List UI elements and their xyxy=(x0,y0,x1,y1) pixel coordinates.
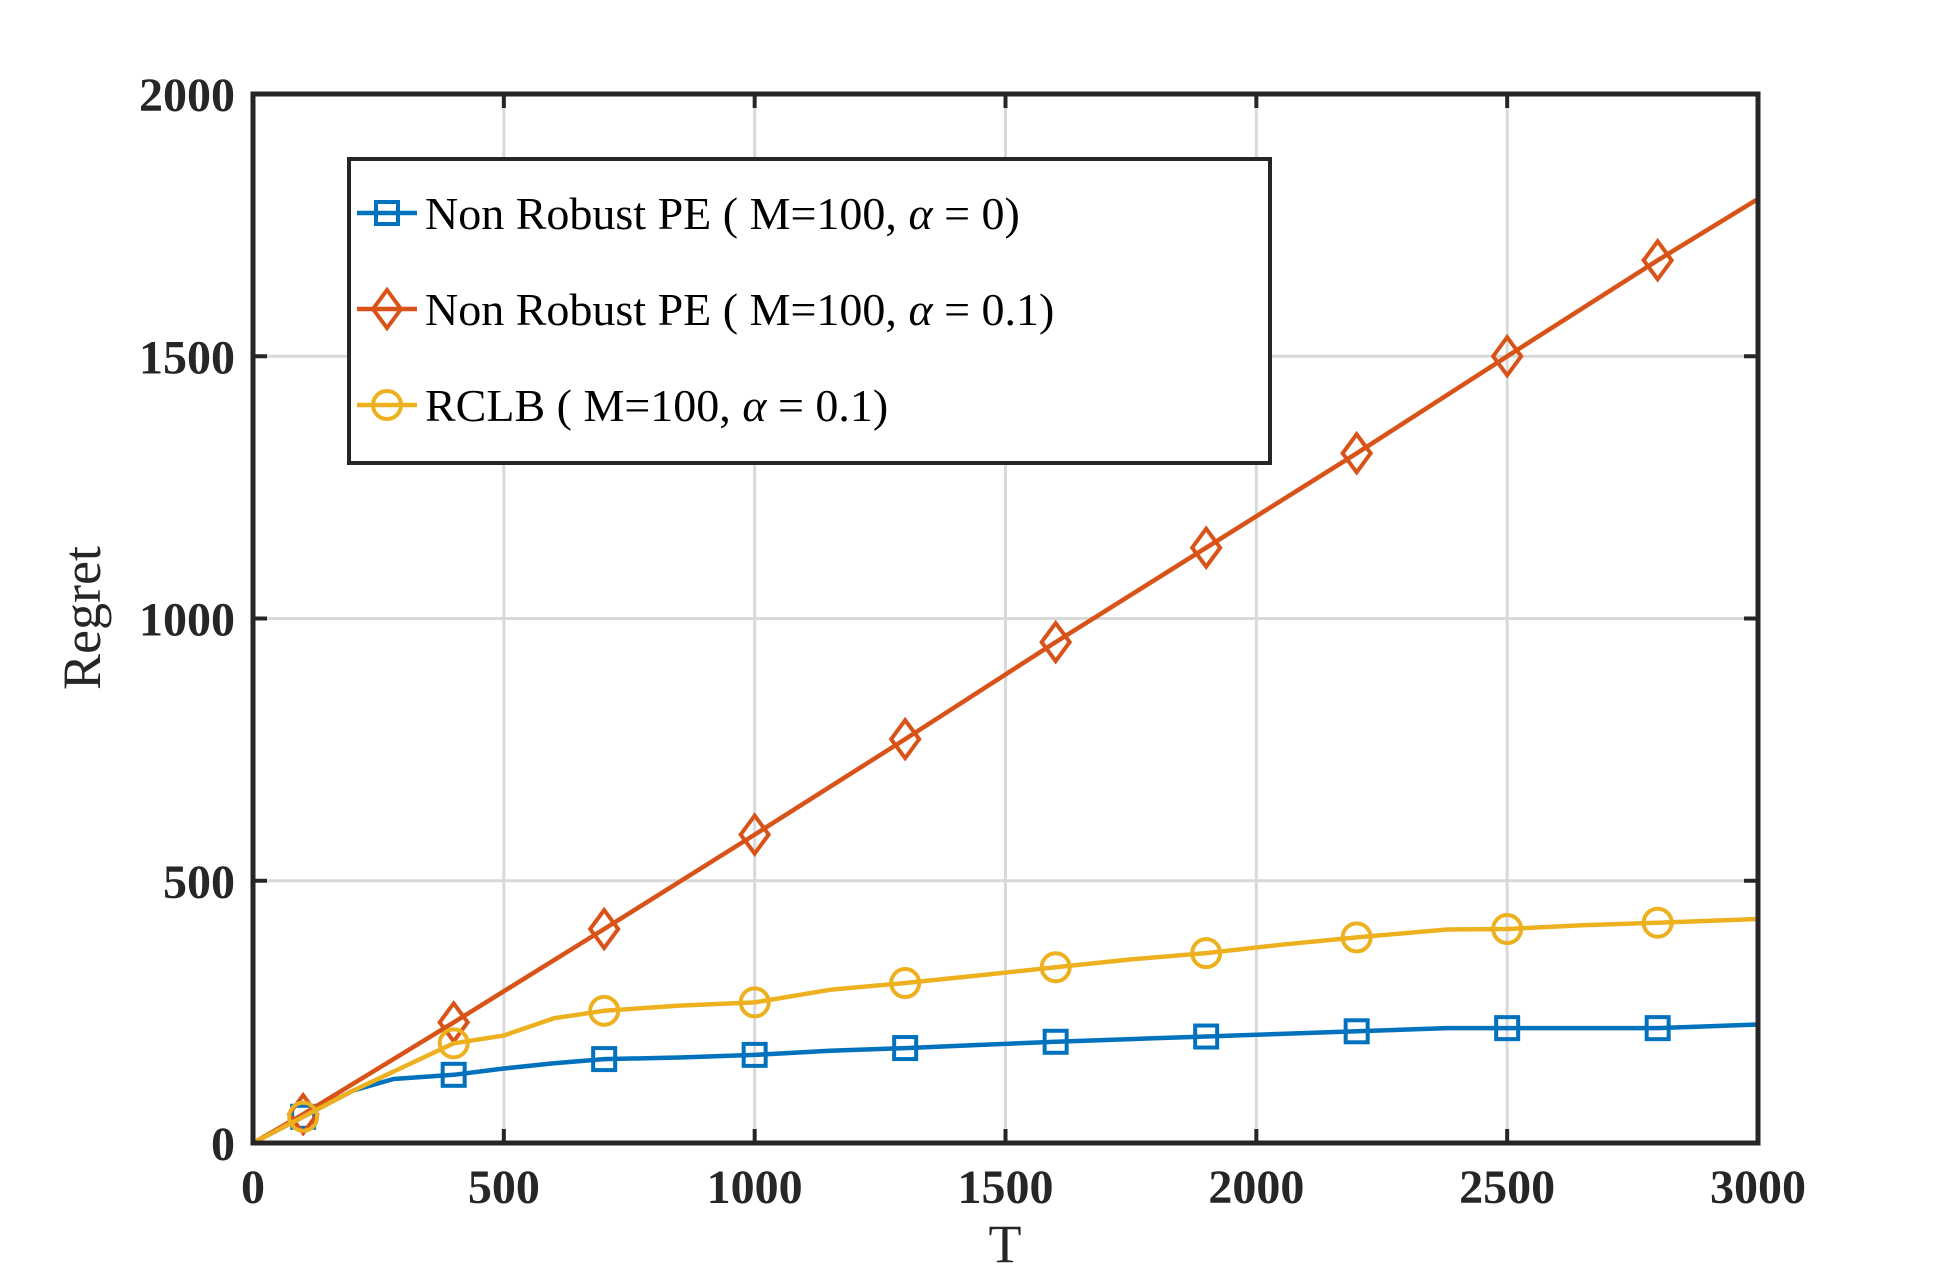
x-tick-label: 3000 xyxy=(1710,1161,1806,1214)
y-tick-label: 1500 xyxy=(139,331,235,384)
legend-label-alpha: α xyxy=(908,188,933,239)
y-tick-label: 2000 xyxy=(139,69,235,122)
data-point-marker xyxy=(1491,913,1524,946)
x-tick-label: 500 xyxy=(468,1161,540,1214)
data-point-marker xyxy=(738,986,771,1019)
series-group xyxy=(251,196,1760,1145)
legend-label-alpha: α xyxy=(908,284,933,335)
legend-marker xyxy=(370,286,404,332)
data-point-marker xyxy=(1641,237,1675,283)
series-line xyxy=(251,1022,1759,1145)
data-point-marker xyxy=(287,1100,320,1133)
data-point-marker xyxy=(892,1035,919,1062)
axis-tick-labels: 0 500 1000 1500 2000 2500 3000 0 500 1000 1500 2000 xyxy=(139,69,1806,1214)
data-point-marker xyxy=(1494,1015,1521,1042)
legend-entry: Non Robust PE ( M=100, α = 0.1) xyxy=(357,284,1054,335)
data-point-marker xyxy=(437,1027,470,1060)
y-axis-title: Regret xyxy=(52,546,112,690)
legend-label: Non Robust PE ( M=100, α = 0.1) xyxy=(425,284,1054,335)
legend-label-value: = 0.1) xyxy=(766,380,888,431)
data-point-marker xyxy=(588,994,621,1027)
data-point-marker xyxy=(591,1046,618,1073)
data-point-marker xyxy=(587,906,621,952)
legend-label: Non Robust PE ( M=100, α = 0) xyxy=(425,188,1020,239)
legend-label-text: Non Robust PE ( M=100, xyxy=(425,188,908,239)
data-point-marker xyxy=(1193,1023,1220,1050)
x-tick-label: 2500 xyxy=(1459,1161,1555,1214)
legend: Non Robust PE ( M=100, α = 0)Non Robust … xyxy=(347,157,1272,465)
legend-box xyxy=(347,157,1272,465)
data-point-marker xyxy=(1190,937,1223,970)
data-point-marker xyxy=(1039,951,1072,984)
data-point-marker xyxy=(1042,1028,1069,1055)
x-tick-label: 0 xyxy=(241,1161,265,1214)
axis-ticks xyxy=(251,92,1760,1145)
x-tick-label: 2000 xyxy=(1208,1161,1304,1214)
x-axis-title: T xyxy=(989,1214,1022,1274)
legend-label-alpha: α xyxy=(742,380,767,431)
y-tick-label: 1000 xyxy=(139,594,235,647)
data-point-marker xyxy=(1340,430,1374,476)
x-tick-label: 1500 xyxy=(958,1161,1054,1214)
data-point-marker xyxy=(889,967,922,1000)
series-diamond xyxy=(251,196,1760,1145)
series-circle xyxy=(251,906,1759,1145)
series-line xyxy=(251,916,1759,1145)
data-point-marker xyxy=(1641,906,1674,939)
legend-label: RCLB ( M=100, α = 0.1) xyxy=(425,380,888,431)
data-point-marker xyxy=(1490,333,1524,379)
legend-entry: Non Robust PE ( M=100, α = 0) xyxy=(357,188,1020,239)
data-point-marker xyxy=(888,716,922,762)
legend-label-text: RCLB ( M=100, xyxy=(425,380,742,431)
data-point-marker xyxy=(1343,1018,1370,1045)
data-point-marker xyxy=(1189,525,1223,571)
legend-label-value: = 0.1) xyxy=(933,284,1055,335)
data-point-marker xyxy=(1039,619,1073,665)
data-point-marker xyxy=(741,1041,768,1068)
series-line xyxy=(251,196,1760,1145)
x-tick-label: 1000 xyxy=(707,1161,803,1214)
data-point-marker xyxy=(738,812,772,857)
legend-marker xyxy=(374,200,400,226)
data-point-marker xyxy=(440,1061,467,1088)
legend-marker xyxy=(371,389,403,421)
legend-label-text: Non Robust PE ( M=100, xyxy=(425,284,908,335)
data-point-marker xyxy=(1644,1015,1671,1042)
y-tick-label: 500 xyxy=(163,856,235,909)
legend-entry: RCLB ( M=100, α = 0.1) xyxy=(357,380,888,431)
legend-label-value: = 0) xyxy=(933,188,1020,239)
y-tick-label: 0 xyxy=(211,1118,235,1171)
data-point-marker xyxy=(1340,921,1373,954)
